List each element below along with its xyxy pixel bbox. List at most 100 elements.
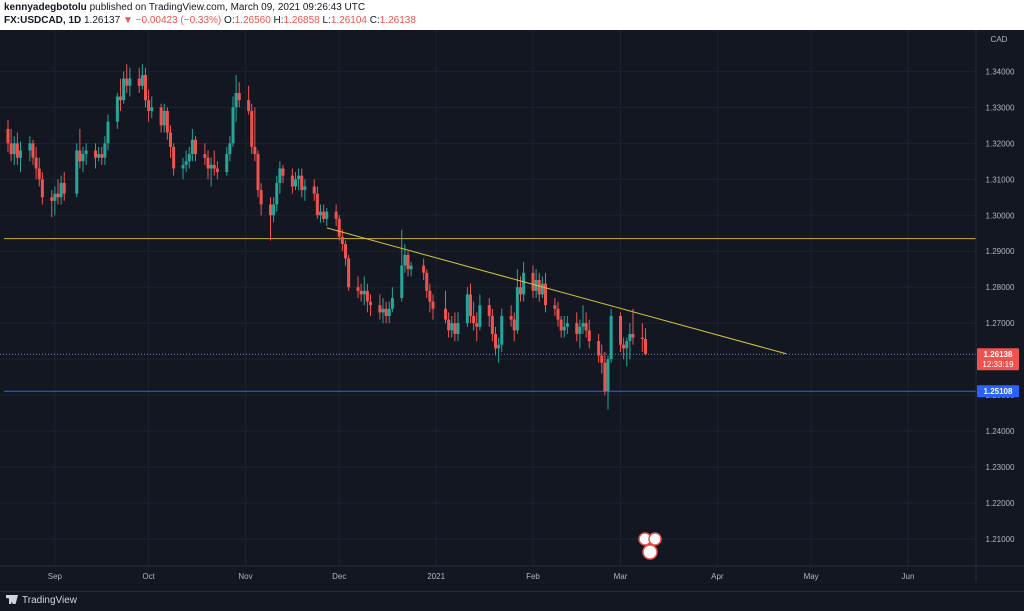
candle-body (259, 190, 263, 205)
x-tick-label: Jun (902, 572, 915, 581)
candle-body (553, 305, 557, 309)
candle-body (597, 341, 601, 356)
event-marker-icon[interactable] (648, 532, 662, 546)
candle-body (169, 132, 172, 147)
x-tick-label: Oct (142, 572, 155, 581)
candle-body (453, 323, 457, 334)
publish-line: kennyadegbotolu published on TradingView… (4, 2, 365, 13)
candle-body (247, 100, 251, 111)
candle-body (297, 175, 301, 180)
candlestick-chart[interactable]: CAD 1.34000 1.33000 1.32000 1.31000 1.30000 1… (0, 30, 1024, 591)
candle-body (540, 283, 544, 295)
candle-body (62, 182, 66, 194)
candle-body (381, 308, 385, 313)
candle-body (272, 204, 276, 216)
candle-body (500, 315, 504, 345)
candle-body (237, 92, 241, 101)
candle-body (278, 168, 282, 183)
candle-body (409, 265, 413, 270)
candle-body (122, 78, 126, 101)
candle-body (115, 96, 119, 122)
time-axis[interactable]: Sep Oct Nov Dec 2021 Feb Mar Apr May Jun (0, 565, 1024, 581)
trendline-group[interactable] (326, 227, 787, 355)
symbol-label[interactable]: FX:USDCAD, 1D (4, 15, 82, 26)
candle-body (575, 323, 579, 334)
candle-body (603, 362, 607, 392)
candle-body (447, 319, 451, 331)
candle-body (50, 197, 54, 201)
candle-body (472, 315, 476, 324)
candle-body (106, 121, 110, 144)
candle-body (625, 341, 629, 349)
candle-body (544, 283, 547, 306)
candle-body (194, 139, 197, 155)
candle-body (15, 143, 19, 158)
y-tick-label: 1.21000 (986, 535, 1015, 544)
candle-body (125, 78, 129, 86)
candle-body (6, 128, 10, 144)
candle-body (203, 154, 207, 158)
candle-body (184, 161, 188, 165)
candle-body (628, 333, 632, 342)
candle-body (384, 308, 388, 316)
chart-header: kennyadegbotolu published on TradingView… (0, 0, 1024, 30)
candle-body (515, 287, 519, 331)
candle-body (519, 287, 522, 295)
candle-body (31, 143, 35, 158)
author-name[interactable]: kennyadegbotolu (4, 2, 87, 13)
candle-body (19, 150, 22, 158)
candle-body (334, 211, 338, 219)
candle-body (631, 333, 635, 338)
candle-body (144, 74, 147, 101)
candle-body (103, 143, 107, 158)
candle-body (325, 211, 329, 219)
candle-body (253, 146, 257, 155)
candle-body (406, 254, 410, 270)
trendline[interactable] (326, 227, 787, 355)
low-label: L: (322, 15, 331, 26)
high-value: 1.26858 (283, 15, 320, 26)
candle-body (94, 150, 97, 158)
events-marker[interactable] (638, 532, 662, 560)
chart-area[interactable]: CAD 1.34000 1.33000 1.32000 1.31000 1.30000 1… (0, 30, 1024, 591)
x-tick-label: Mar (614, 572, 628, 581)
open-value: 1.26560 (234, 15, 271, 26)
y-tick-label: 1.29000 (986, 247, 1015, 256)
y-tick-label: 1.27000 (986, 319, 1015, 328)
candle-body (522, 272, 526, 295)
candle-body (294, 179, 297, 187)
candle-body (509, 315, 513, 320)
candle-body (581, 323, 585, 327)
price-axis[interactable]: CAD 1.34000 1.33000 1.32000 1.31000 1.30000 1… (975, 30, 1024, 582)
candle-body (281, 168, 285, 176)
candle-body (56, 193, 60, 198)
candle-body (212, 164, 216, 169)
horizontal-levels[interactable] (0, 238, 976, 392)
candle-body (162, 110, 166, 126)
tradingview-logo[interactable]: TradingView (6, 595, 77, 606)
price-change: −0.00423 (−0.33%) (135, 15, 222, 26)
candle-body (487, 305, 491, 316)
candle-body (209, 164, 213, 169)
candle-body (303, 186, 307, 191)
candle-body (78, 150, 82, 162)
candle-body (228, 143, 232, 155)
candle-body (450, 323, 454, 331)
candle-body (225, 154, 229, 173)
candle-body (190, 139, 194, 155)
candle-body (347, 258, 351, 288)
candle-body (234, 92, 238, 108)
x-tick-label: May (804, 572, 819, 581)
candle-body (28, 143, 32, 151)
candle-body (275, 182, 279, 205)
price-label-text: 1.25108 (984, 387, 1013, 396)
candle-body (562, 326, 566, 331)
candle-body (300, 175, 304, 191)
candle-body (428, 290, 432, 302)
candle-body (644, 339, 647, 355)
candle-body (478, 305, 482, 327)
event-marker-icon[interactable] (642, 544, 658, 560)
price-label-text: 1.26138 (984, 350, 1013, 359)
close-value: 1.26138 (379, 15, 416, 26)
candle-body (150, 107, 154, 111)
